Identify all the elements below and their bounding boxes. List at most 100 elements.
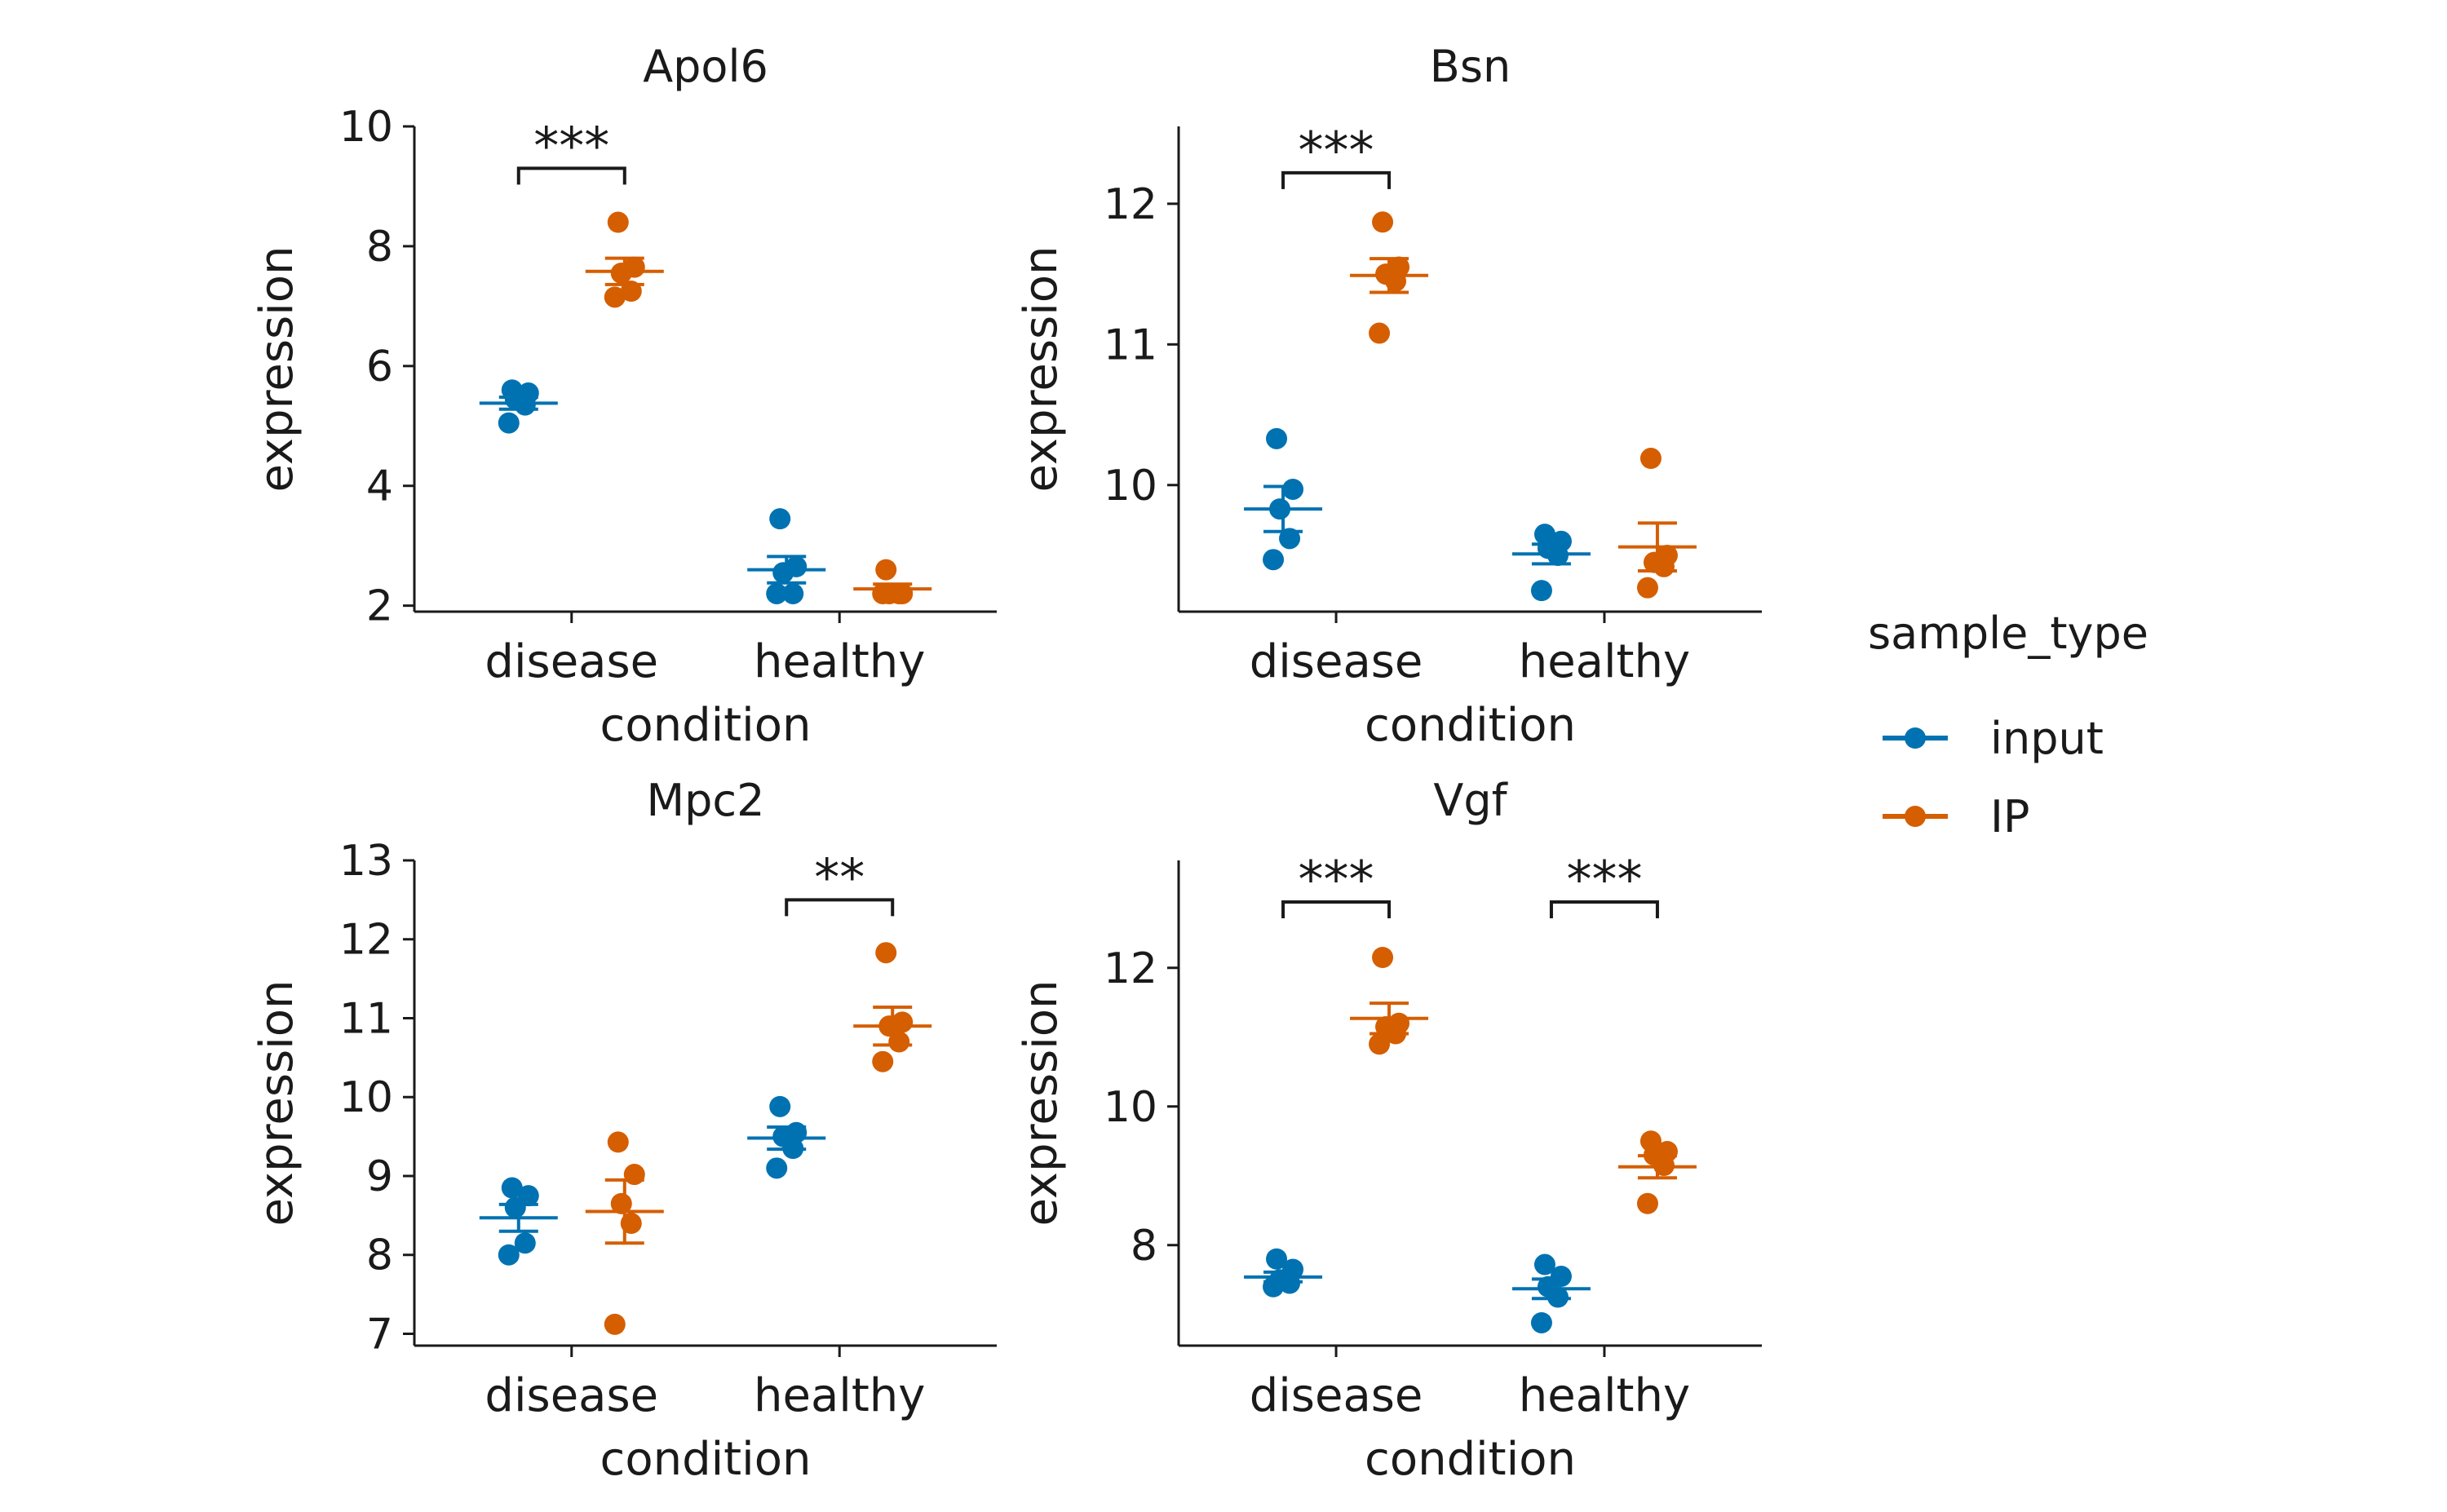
legend-key-point <box>1905 727 1926 749</box>
data-point <box>501 379 523 401</box>
x-axis-label: condition <box>600 1433 812 1486</box>
data-point <box>498 412 520 434</box>
data-point <box>782 582 804 604</box>
panel-title: Bsn <box>1430 41 1511 92</box>
series-ip <box>585 211 932 604</box>
data-point <box>875 559 897 581</box>
legend-key-point <box>1905 806 1926 827</box>
data-point <box>1388 256 1410 278</box>
data-point <box>1282 1258 1304 1280</box>
panel-title: Apol6 <box>643 41 768 92</box>
panel-title: Vgf <box>1433 775 1508 826</box>
panel-mpc2: Mpc2 7 8 9 10 11 12 13 disease healthy condition ex… <box>250 775 997 1486</box>
y-tick-label: 13 <box>339 837 393 886</box>
legend-items: input IP <box>1883 713 2104 842</box>
panel-title: Mpc2 <box>647 775 765 826</box>
data-point <box>1263 549 1285 571</box>
data-point <box>1266 427 1288 449</box>
x-axis-label: condition <box>1365 1433 1576 1486</box>
data-point <box>604 1313 626 1335</box>
legend: sample_type input IP <box>1868 608 2148 842</box>
data-point <box>1388 1012 1410 1034</box>
y-axis-label: expression <box>250 245 303 492</box>
series-ip <box>1350 947 1697 1214</box>
x-axis-label: condition <box>1365 699 1576 752</box>
x-tick-label: disease <box>485 635 658 688</box>
x-axis-label: condition <box>600 699 812 752</box>
x-tick-label: healthy <box>1519 1369 1690 1422</box>
x-tick-label: disease <box>1250 1369 1423 1422</box>
y-tick-label: 10 <box>339 1073 393 1122</box>
data-point <box>1533 1253 1555 1275</box>
data-point <box>785 1121 808 1143</box>
data-point <box>875 942 897 964</box>
y-tick-label: 11 <box>339 994 393 1043</box>
panel-apol6: Apol6 2 4 6 8 10 disease healthy condition expres… <box>250 41 997 752</box>
data-point <box>1636 1192 1658 1214</box>
y-tick-label: 10 <box>1104 462 1157 511</box>
significance-label: *** <box>533 116 609 175</box>
data-point <box>1530 1311 1552 1333</box>
data-point <box>623 1164 645 1186</box>
y-tick-label: 11 <box>1104 321 1157 369</box>
y-tick-label: 10 <box>1104 1083 1157 1132</box>
significance-bracket <box>1281 170 1392 189</box>
significance-bracket <box>1549 900 1659 918</box>
data-point <box>1372 947 1394 968</box>
data-point <box>769 508 791 530</box>
data-point <box>1282 478 1304 500</box>
data-point <box>769 1095 791 1117</box>
series-input <box>479 1095 826 1266</box>
data-point <box>501 1177 523 1199</box>
legend-item-ip: IP <box>1883 791 2030 842</box>
series-input <box>1244 427 1591 602</box>
y-axis-label: expression <box>250 979 303 1226</box>
data-point <box>872 1050 894 1072</box>
x-tick-label: healthy <box>1519 635 1690 688</box>
data-point <box>892 1011 914 1033</box>
x-tick-label: disease <box>1250 635 1423 688</box>
legend-item-input: input <box>1883 713 2104 764</box>
data-point <box>1636 577 1658 599</box>
significance-bracket <box>785 898 895 917</box>
y-tick-label: 7 <box>366 1310 393 1359</box>
y-tick-label: 12 <box>339 916 393 965</box>
legend-label: input <box>1990 713 2104 764</box>
data-point <box>1369 322 1391 344</box>
data-point <box>1530 580 1552 602</box>
data-point <box>1550 1266 1572 1287</box>
legend-label: IP <box>1990 791 2030 842</box>
data-point <box>517 1185 539 1207</box>
significance-label: ** <box>814 847 865 907</box>
y-tick-label: 2 <box>366 582 393 631</box>
data-point <box>1550 530 1572 552</box>
x-tick-label: healthy <box>754 1369 925 1422</box>
series-ip <box>585 942 932 1335</box>
data-point <box>1369 1033 1391 1055</box>
data-point <box>498 1244 520 1266</box>
panels: Apol6 2 4 6 8 10 disease healthy condition expres… <box>250 41 1762 1486</box>
significance-label: *** <box>1566 850 1642 909</box>
y-tick-label: 4 <box>366 462 393 511</box>
significance-label: *** <box>1299 121 1374 180</box>
data-point <box>514 1232 536 1254</box>
data-point <box>1266 1248 1288 1270</box>
x-tick-label: healthy <box>754 635 925 688</box>
y-tick-label: 12 <box>1104 180 1157 229</box>
x-tick-label: disease <box>485 1369 658 1422</box>
data-point <box>607 1131 629 1153</box>
significance-bracket <box>1281 900 1392 918</box>
data-point <box>1279 528 1301 550</box>
data-point <box>766 582 788 604</box>
y-tick-label: 10 <box>339 103 393 152</box>
data-point <box>1372 211 1394 233</box>
y-tick-label: 12 <box>1104 944 1157 993</box>
data-point <box>604 286 626 308</box>
series-input <box>1244 1248 1591 1333</box>
y-tick-label: 9 <box>366 1152 393 1201</box>
series-input <box>479 379 826 604</box>
significance-bracket <box>516 166 626 185</box>
series-ip <box>1350 211 1697 599</box>
data-point <box>607 211 629 233</box>
